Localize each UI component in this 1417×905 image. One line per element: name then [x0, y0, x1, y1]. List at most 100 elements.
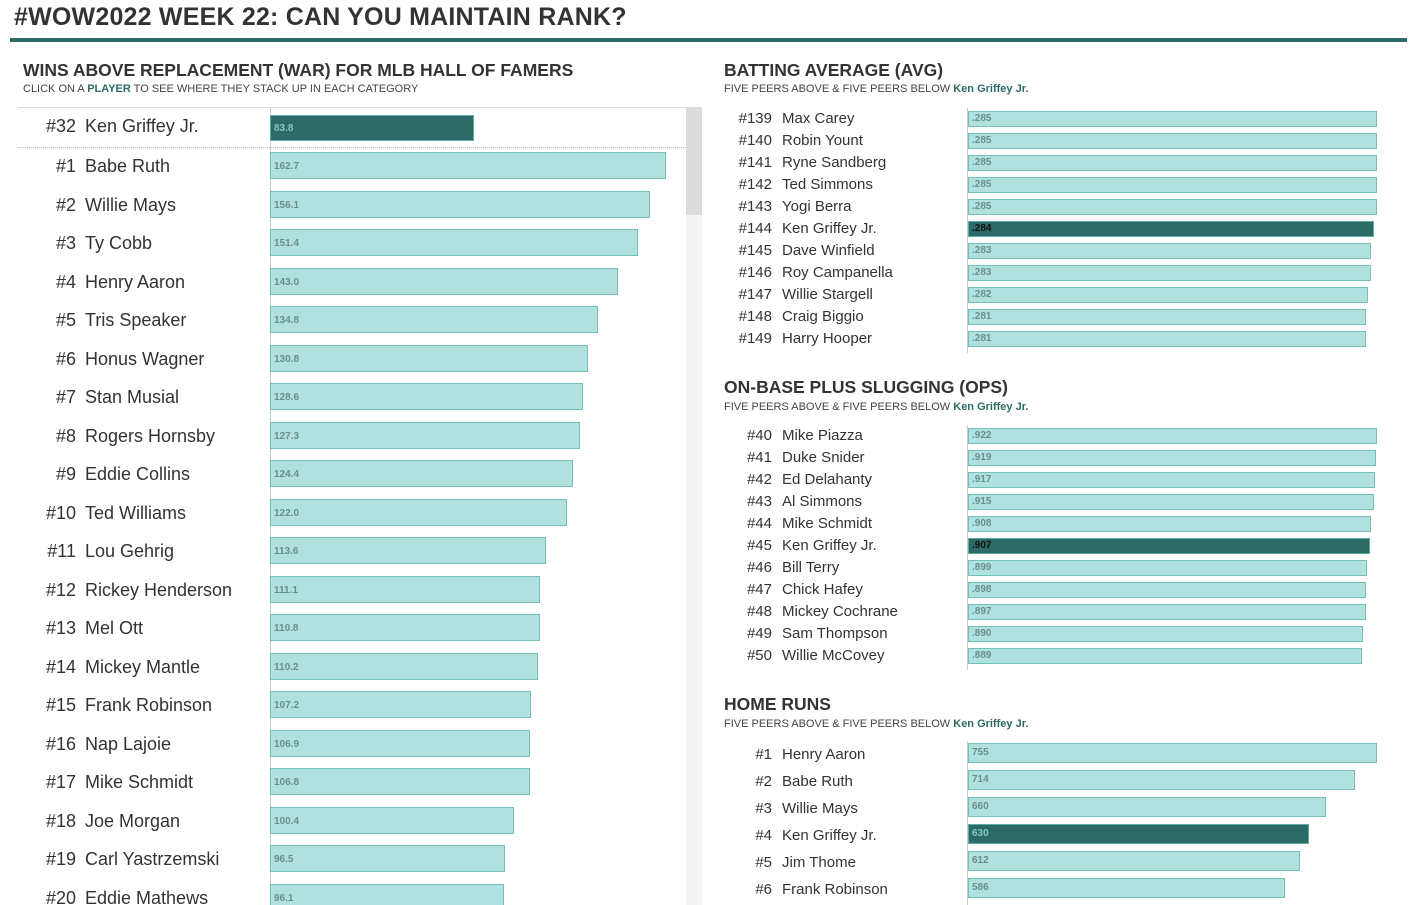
peer-bar[interactable]: .283 [968, 265, 1372, 281]
peer-row[interactable]: #46 Bill Terry .899 [724, 557, 1404, 579]
player-name[interactable]: Ken Griffey Jr. [782, 537, 877, 554]
player-name[interactable]: Rickey Henderson [85, 579, 233, 600]
player-name[interactable]: Henry Aaron [782, 746, 866, 763]
player-name[interactable]: Mike Schmidt [782, 515, 873, 532]
peer-bar[interactable]: .898 [968, 582, 1367, 598]
player-name[interactable]: Chick Hafey [782, 581, 863, 598]
player-name[interactable]: Mickey Cochrane [782, 603, 898, 620]
peer-row[interactable]: #44 Mike Schmidt .908 [724, 513, 1404, 535]
peer-row[interactable]: #139 Max Carey .285 [724, 108, 1404, 130]
war-row[interactable]: #7 Stan Musial 128.6 [18, 383, 686, 421]
war-bar[interactable]: 128.6 [270, 383, 583, 410]
war-bar[interactable]: 143.0 [270, 267, 619, 295]
player-name[interactable]: Carl Yastrzemski [85, 849, 220, 869]
peer-row[interactable]: #4 Ken Griffey Jr. 630 [724, 822, 1404, 849]
war-row[interactable]: #19 Carl Yastrzemski 96.5 [18, 845, 686, 883]
war-bar[interactable]: 130.8 [270, 344, 589, 372]
peer-row[interactable]: #3 Willie Mays 660 [724, 795, 1404, 822]
peer-row[interactable]: #50 Willie McCovey .889 [724, 645, 1404, 667]
player-name[interactable]: Ty Cobb [85, 233, 153, 253]
peer-bar[interactable]: 660 [968, 797, 1326, 817]
player-name[interactable]: Babe Ruth [782, 773, 853, 790]
peer-bar[interactable]: .285 [968, 199, 1377, 215]
player-name[interactable]: Willie McCovey [782, 647, 885, 664]
peer-row[interactable]: #140 Robin Yount .285 [724, 130, 1404, 152]
player-name[interactable]: Honus Wagner [85, 348, 205, 369]
player-name[interactable]: Frank Robinson [85, 695, 213, 715]
player-name[interactable]: Craig Biggio [782, 308, 864, 325]
peer-row[interactable]: #2 Babe Ruth 714 [724, 768, 1404, 795]
war-bar[interactable]: 107.2 [270, 691, 531, 718]
peer-row[interactable]: #148 Craig Biggio .281 [724, 306, 1404, 328]
player-name[interactable]: Joe Morgan [85, 810, 181, 831]
player-name[interactable]: Dave Winfield [782, 242, 875, 259]
peer-bar[interactable]: .281 [968, 309, 1366, 325]
war-row[interactable]: #15 Frank Robinson 107.2 [18, 691, 686, 729]
peer-bar[interactable]: .890 [968, 626, 1363, 642]
peer-bar[interactable]: .922 [968, 428, 1377, 444]
peer-bar[interactable]: .285 [968, 133, 1377, 149]
peer-row[interactable]: #149 Harry Hooper .281 [724, 328, 1404, 350]
war-row[interactable]: #14 Mickey Mantle 110.2 [18, 652, 686, 691]
peer-row[interactable]: #147 Willie Stargell .282 [724, 284, 1404, 306]
player-name[interactable]: Ted Williams [85, 502, 187, 523]
peer-bar[interactable]: 714 [968, 770, 1355, 790]
peer-bar[interactable]: 586 [968, 878, 1286, 898]
war-row[interactable]: #18 Joe Morgan 100.4 [18, 806, 686, 845]
war-bar[interactable]: 122.0 [270, 498, 567, 526]
peer-bar[interactable]: .889 [968, 648, 1363, 664]
war-bar[interactable]: 151.4 [270, 229, 639, 256]
war-bar[interactable]: 156.1 [270, 190, 650, 218]
player-name[interactable]: Ken Griffey Jr. [782, 827, 877, 844]
player-name[interactable]: Ken Griffey Jr. [782, 220, 877, 237]
war-row[interactable]: #5 Tris Speaker 134.8 [18, 306, 686, 344]
war-bar[interactable]: 106.9 [270, 729, 531, 757]
player-name[interactable]: Stan Musial [85, 387, 180, 407]
peer-bar[interactable]: .899 [968, 560, 1367, 576]
war-selected-row[interactable]: #32 Ken Griffey Jr. 83.8 [18, 107, 686, 148]
player-name[interactable]: Tris Speaker [85, 310, 187, 330]
player-name[interactable]: Duke Snider [782, 449, 865, 466]
player-name[interactable]: Mel Ott [85, 618, 144, 638]
peer-row[interactable]: #1 Henry Aaron 755 [724, 741, 1404, 768]
player-name[interactable]: Jim Thome [782, 854, 856, 871]
player-name[interactable]: Willie Mays [782, 800, 858, 817]
war-row[interactable]: #1 Babe Ruth 162.7 [18, 152, 686, 190]
peer-bar[interactable]: .281 [968, 331, 1366, 347]
peer-row[interactable]: #43 Al Simmons .915 [724, 491, 1404, 513]
selected-bar[interactable]: .907 [968, 538, 1371, 554]
peer-row[interactable]: #47 Chick Hafey .898 [724, 579, 1404, 601]
peer-row[interactable]: #41 Duke Snider .919 [724, 447, 1404, 469]
war-row[interactable]: #9 Eddie Collins 124.4 [18, 460, 686, 498]
selected-bar[interactable]: 630 [968, 824, 1310, 844]
peer-row[interactable]: #143 Yogi Berra .285 [724, 196, 1404, 218]
player-name[interactable]: Willie Mays [85, 194, 177, 215]
peer-bar[interactable]: .285 [968, 155, 1377, 171]
war-bar[interactable]: 111.1 [270, 575, 541, 603]
player-name[interactable]: Al Simmons [782, 493, 863, 510]
peer-bar[interactable]: .908 [968, 516, 1371, 532]
player-name[interactable]: Frank Robinson [782, 881, 888, 898]
war-row[interactable]: #8 Rogers Hornsby 127.3 [18, 421, 686, 460]
peer-row[interactable]: #141 Ryne Sandberg .285 [724, 152, 1404, 174]
player-name[interactable]: Yogi Berra [782, 198, 852, 215]
player-name[interactable]: Henry Aaron [85, 271, 186, 292]
player-name[interactable]: Mike Piazza [782, 427, 863, 444]
war-bar[interactable]: 162.7 [270, 152, 666, 179]
selected-bar[interactable]: .284 [968, 221, 1375, 237]
war-row[interactable]: #16 Nap Lajoie 106.9 [18, 729, 686, 768]
peer-row[interactable]: #144 Ken Griffey Jr. .284 [724, 218, 1404, 240]
war-row[interactable]: #12 Rickey Henderson 111.1 [18, 575, 686, 614]
peer-row[interactable]: #40 Mike Piazza .922 [724, 425, 1404, 447]
player-name[interactable]: Nap Lajoie [85, 733, 172, 754]
war-bar[interactable]: 124.4 [270, 460, 573, 487]
peer-row[interactable]: #45 Ken Griffey Jr. .907 [724, 535, 1404, 557]
peer-row[interactable]: #142 Ted Simmons .285 [724, 174, 1404, 196]
peer-row[interactable]: #48 Mickey Cochrane .897 [724, 601, 1404, 623]
war-scrollbar-thumb[interactable] [686, 107, 702, 215]
player-name[interactable]: Robin Yount [782, 132, 863, 149]
war-row[interactable]: #20 Eddie Mathews 96.1 [18, 883, 686, 905]
peer-bar[interactable]: .283 [968, 243, 1372, 259]
war-row[interactable]: #3 Ty Cobb 151.4 [18, 229, 686, 267]
war-row[interactable]: #13 Mel Ott 110.8 [18, 614, 686, 652]
